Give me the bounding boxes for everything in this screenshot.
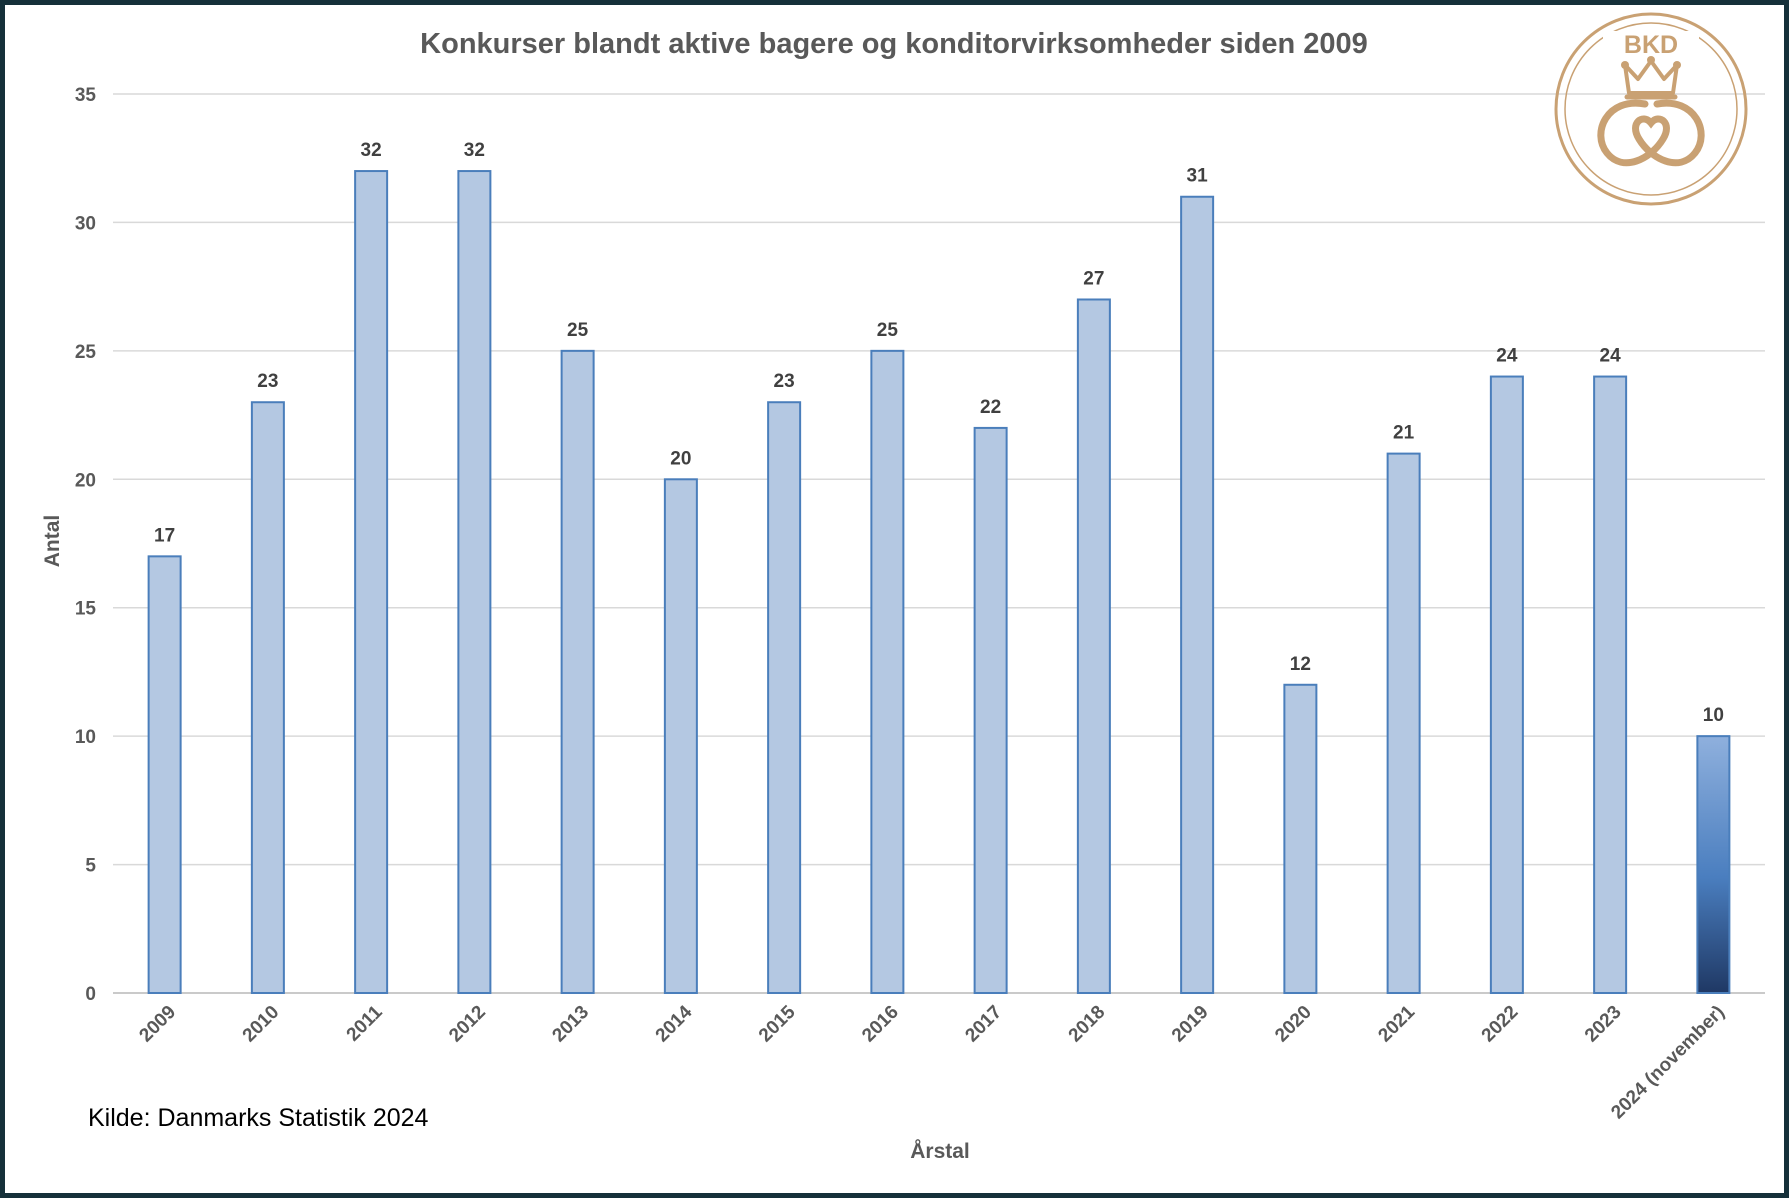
logo-outer-ring (1554, 12, 1748, 206)
data-label: 24 (1496, 346, 1518, 367)
data-label: 27 (1083, 268, 1104, 289)
y-tick-label-5: 5 (85, 856, 96, 877)
bar-2012 (457, 170, 492, 995)
crown-pretzel-emblem (1597, 56, 1705, 167)
bar-2018 (1076, 298, 1111, 994)
y-tick-label-30: 30 (75, 213, 96, 234)
data-label: 23 (774, 371, 795, 392)
data-label: 32 (361, 140, 382, 161)
data-labels: 17 23 32 32 25 20 23 25 22 27 31 12 21 24 24 10 (154, 140, 1724, 726)
x-tick-label: 2019 (1168, 1002, 1213, 1047)
y-tick-label-0: 0 (85, 984, 96, 1005)
bar-2023 (1593, 375, 1628, 994)
data-label: 32 (464, 140, 485, 161)
bar-2010 (250, 401, 285, 994)
x-axis-title: Årstal (910, 1139, 970, 1163)
bars (147, 170, 1731, 995)
bar-2020 (1283, 683, 1318, 994)
bar-2016 (870, 349, 905, 995)
data-label: 25 (567, 320, 589, 341)
data-label: 23 (257, 371, 278, 392)
x-tick-label: 2015 (755, 1001, 800, 1046)
bar-2011 (354, 170, 389, 995)
bar-2019 (1180, 195, 1215, 994)
y-axis-title: Antal (41, 515, 64, 568)
chart-title: Konkurser blandt aktive bagere og kondit… (420, 28, 1368, 60)
x-tick-label: 2023 (1581, 1002, 1626, 1047)
y-tick-label-25: 25 (75, 342, 97, 363)
data-label: 10 (1703, 705, 1724, 726)
bar-2009 (147, 555, 182, 994)
y-tick-label-15: 15 (75, 599, 97, 620)
logo-inner-ring (1564, 22, 1738, 196)
bar-2022 (1489, 375, 1524, 994)
bar-2014 (663, 478, 698, 994)
data-label: 22 (980, 397, 1001, 418)
data-label: 20 (670, 448, 691, 469)
x-tick-label: 2011 (343, 1001, 387, 1045)
x-tick-label: 2024 (november) (1607, 1002, 1729, 1124)
y-tick-label-35: 35 (75, 85, 97, 106)
logo-text: BKD (1624, 31, 1678, 59)
x-tick-label: 2013 (548, 1002, 593, 1047)
data-label: 21 (1393, 423, 1415, 444)
bar-2024-november (1696, 735, 1731, 995)
y-tick-label-10: 10 (75, 727, 96, 748)
y-tick-label-20: 20 (75, 470, 96, 491)
data-label: 25 (877, 320, 899, 341)
x-tick-label: 2018 (1065, 1002, 1110, 1047)
x-tick-label: 2021 (1374, 1001, 1419, 1046)
y-axis-ticks: 0 5 10 15 20 25 30 35 (75, 85, 97, 1005)
bar-2015 (767, 401, 802, 994)
bar-2013 (560, 349, 595, 995)
bkd-logo: BKD (1554, 12, 1748, 206)
x-tick-label: 2012 (445, 1002, 490, 1047)
x-tick-label: 2010 (239, 1002, 284, 1047)
bar-2021 (1386, 452, 1421, 995)
x-tick-label: 2020 (1271, 1002, 1316, 1047)
source-note: Kilde: Danmarks Statistik 2024 (88, 1104, 429, 1132)
x-tick-label: 2009 (135, 1002, 180, 1047)
data-label: 24 (1600, 346, 1622, 367)
x-tick-label: 2017 (961, 1002, 1006, 1047)
x-tick-label: 2022 (1478, 1002, 1523, 1047)
x-tick-label: 2014 (652, 1001, 697, 1046)
data-label: 17 (154, 525, 175, 546)
bar-chart: Konkurser blandt aktive bagere og kondit… (41, 12, 1765, 1163)
gridlines (113, 93, 1765, 994)
data-label: 31 (1187, 166, 1209, 187)
x-tick-label: 2016 (858, 1002, 903, 1047)
data-label: 12 (1290, 654, 1311, 675)
bar-2017 (973, 426, 1008, 994)
